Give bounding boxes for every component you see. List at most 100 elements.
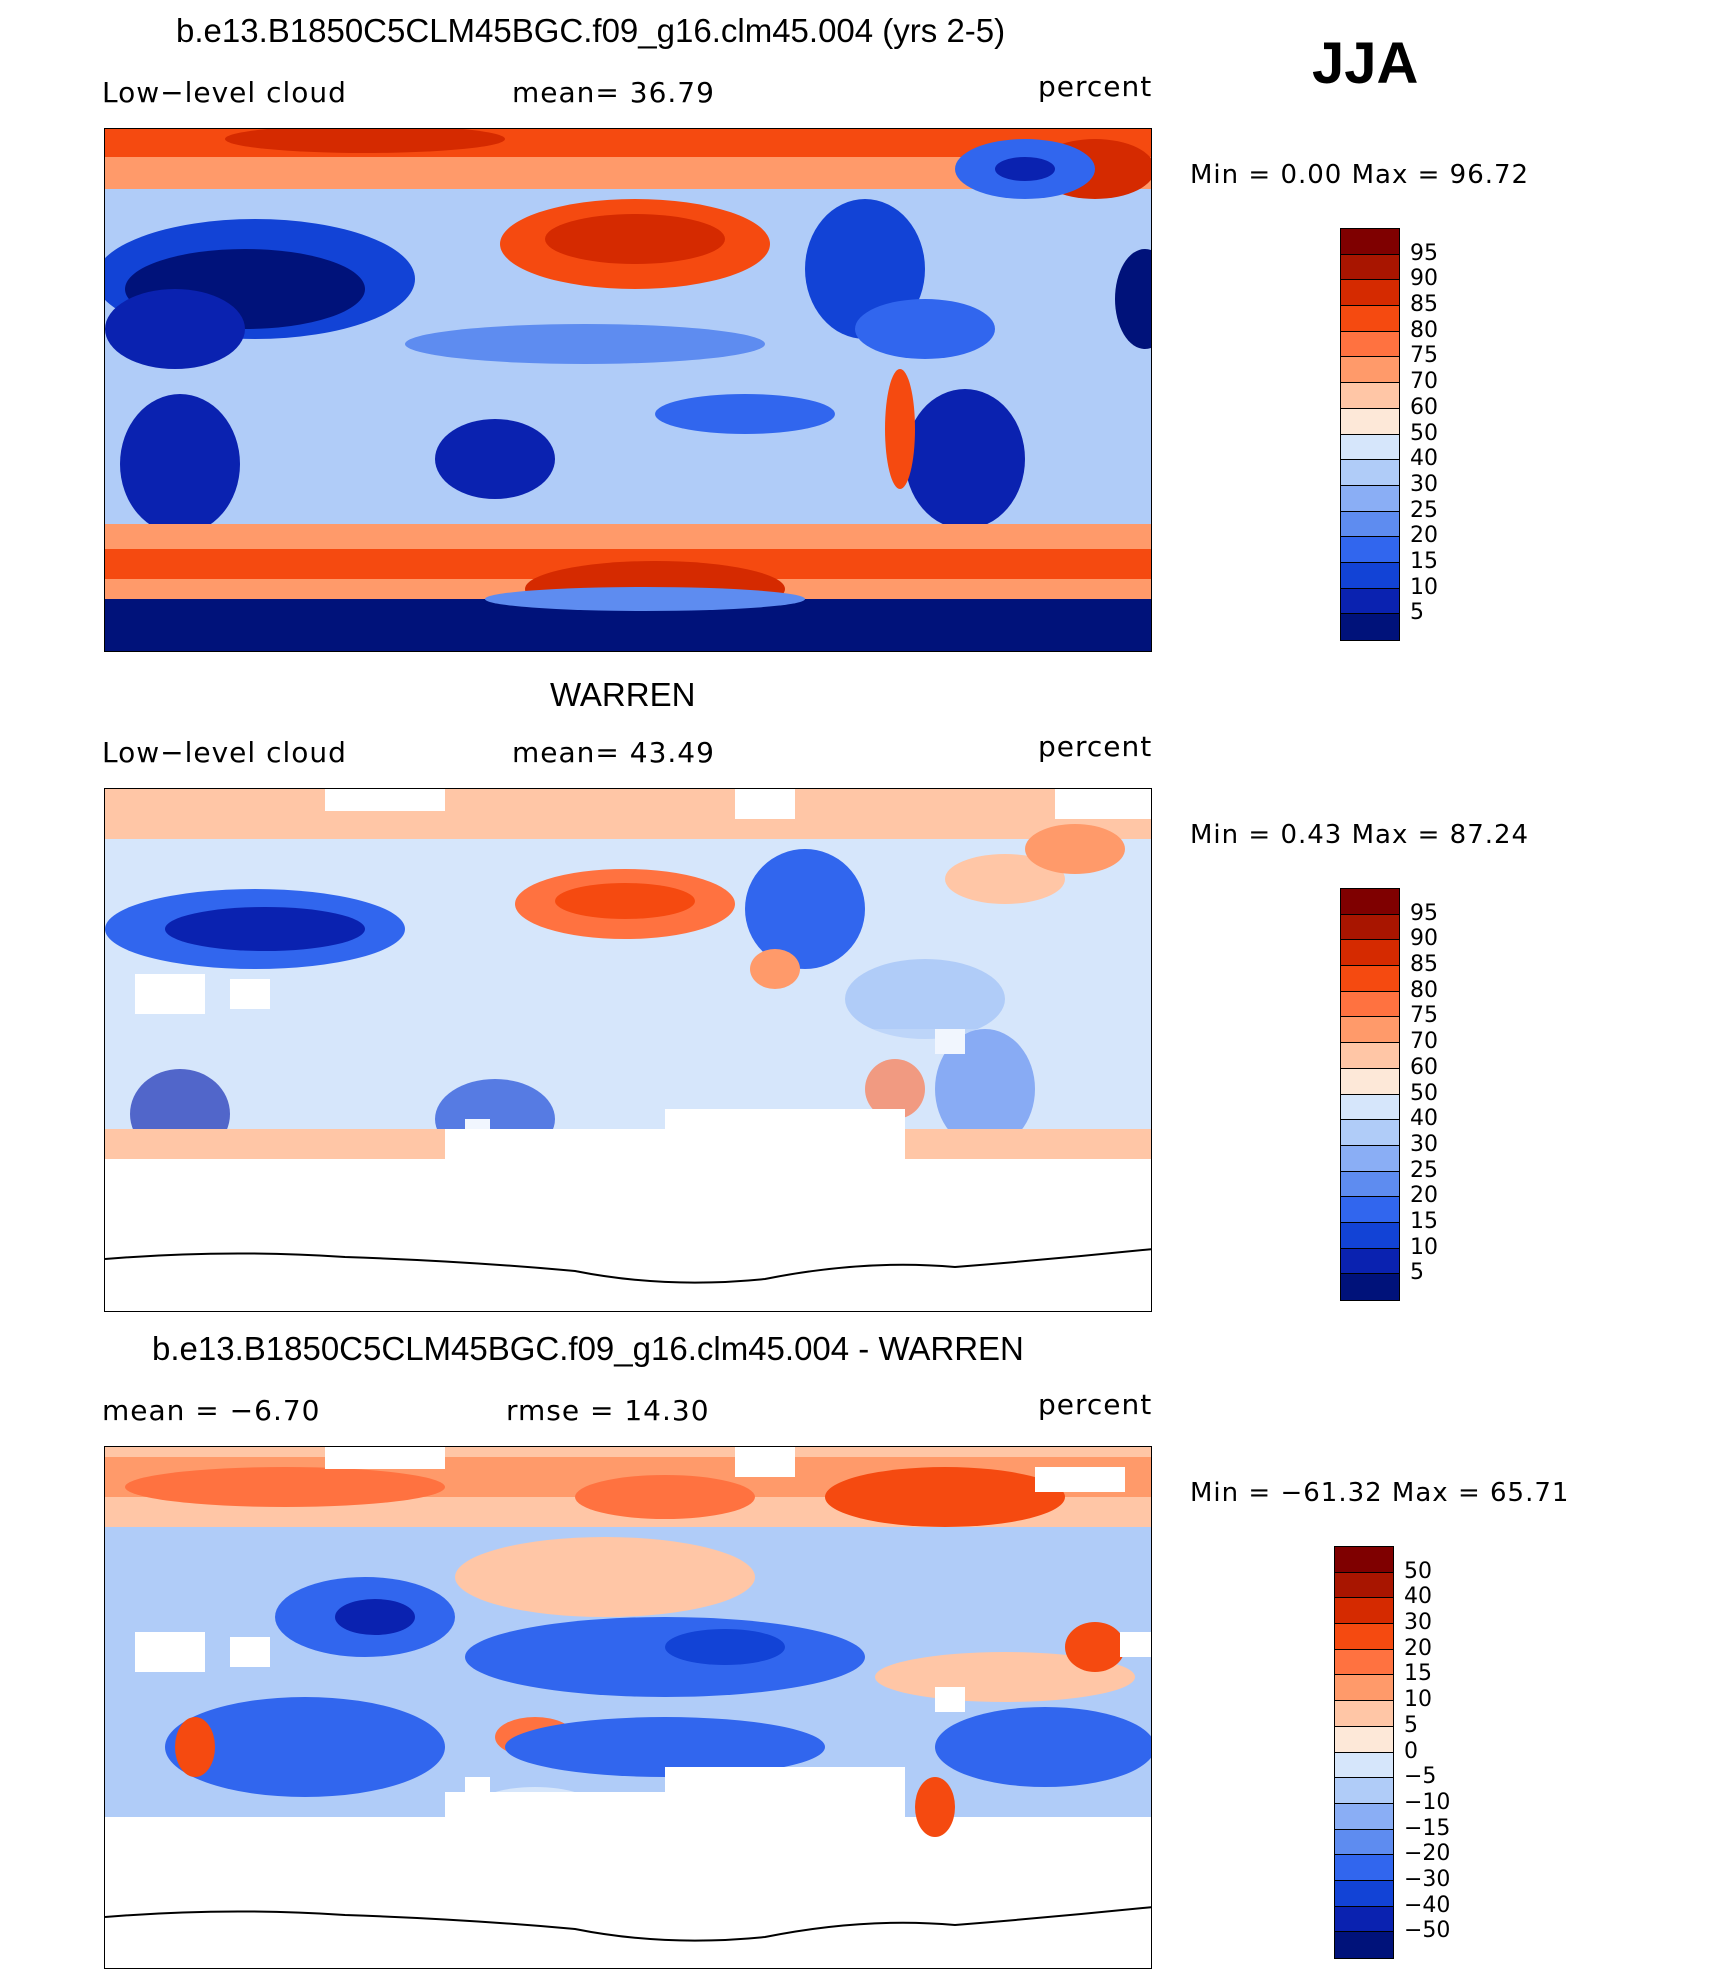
colorbar-label: 40 [1410,446,1438,472]
panel-label-model-variable: Low−level cloud [102,76,347,109]
colorbar-label: −30 [1404,1866,1451,1892]
colorbar-segment [1341,889,1399,915]
colorbar-diff [1334,1546,1394,1959]
colorbar-segment [1341,280,1399,307]
colorbar-label: −40 [1404,1892,1451,1918]
colorbar-segment [1341,460,1399,486]
colorbar-segment [1341,1222,1399,1249]
colorbar-segment [1341,254,1399,281]
colorbar-label: 15 [1404,1661,1432,1687]
colorbar-segment [1335,1649,1393,1676]
panel-label-obs-variable: Low−level cloud [102,736,347,769]
colorbar-segment [1335,1624,1393,1650]
colorbar-label: 15 [1410,548,1438,574]
panel-label-diff-rmse: rmse = 14.30 [506,1394,710,1427]
colorbar-segment [1341,1043,1399,1069]
colorbar-segment [1335,1880,1393,1907]
colorbar-label: 70 [1410,1029,1438,1055]
colorbar-label: −20 [1404,1841,1451,1867]
colorbar-label: 5 [1410,600,1424,626]
colorbar-label: 50 [1410,420,1438,446]
colorbar-label: 50 [1404,1558,1432,1584]
panel-title-obs: WARREN [550,676,696,713]
map-obs [104,788,1152,1312]
minmax-diff: Min = −61.32 Max = 65.71 [1190,1478,1570,1508]
colorbar-segment [1341,306,1399,332]
colorbar-segment [1335,1855,1393,1881]
colorbar-label: 75 [1410,343,1438,369]
colorbar-label: 10 [1410,574,1438,600]
colorbar-obs [1340,888,1400,1301]
colorbar-segment [1341,511,1399,538]
colorbar-label: 70 [1410,369,1438,395]
colorbar-segment [1341,229,1399,255]
panel-title-model: b.e13.B1850C5CLM45BGC.f09_g16.clm45.004 … [176,12,1006,49]
panel-title-diff: b.e13.B1850C5CLM45BGC.f09_g16.clm45.004 … [152,1330,1024,1367]
colorbar-segment [1341,991,1399,1018]
colorbar-segment [1341,1248,1399,1275]
colorbar-segment [1341,331,1399,358]
colorbar-segment [1335,1675,1393,1702]
colorbar-segment [1335,1701,1393,1727]
colorbar-label: −15 [1404,1815,1451,1841]
colorbar-label: 30 [1410,1131,1438,1157]
colorbar-segment [1335,1598,1393,1625]
colorbar-label: 80 [1410,317,1438,343]
colorbar-label: 40 [1410,1106,1438,1132]
colorbar-label: 0 [1404,1738,1418,1764]
colorbar-segment [1341,537,1399,563]
colorbar-label: 30 [1410,471,1438,497]
colorbar-segment [1335,1572,1393,1599]
colorbar-segment [1341,383,1399,409]
panel-label-model-units: percent [1038,70,1153,103]
colorbar-segment [1341,914,1399,941]
panel-label-model-mean: mean= 36.79 [512,76,715,109]
colorbar-label: 50 [1410,1080,1438,1106]
colorbar-segment [1341,485,1399,512]
minmax-obs: Min = 0.43 Max = 87.24 [1190,820,1530,850]
colorbar-segment [1341,408,1399,435]
colorbar-segment [1341,966,1399,992]
colorbar-label: 25 [1410,1157,1438,1183]
colorbar-label: 95 [1410,900,1438,926]
colorbar-label: 90 [1410,926,1438,952]
colorbar-segment [1341,1197,1399,1223]
panel-label-diff-units: percent [1038,1388,1153,1421]
colorbar-label: 10 [1404,1687,1432,1713]
colorbar-label: 15 [1410,1208,1438,1234]
colorbar-label: 20 [1404,1635,1432,1661]
colorbar-segment [1341,562,1399,589]
colorbar-label: 75 [1410,1003,1438,1029]
panel-label-diff-mean: mean = −6.70 [102,1394,321,1427]
colorbar-segment [1335,1547,1393,1573]
colorbar-segment [1341,434,1399,461]
colorbar-label: 60 [1410,1054,1438,1080]
colorbar-segment [1335,1752,1393,1779]
colorbar-label: −50 [1404,1918,1451,1944]
colorbar-segment [1341,1274,1399,1300]
map-model [104,128,1152,652]
colorbar-label: 5 [1404,1712,1418,1738]
colorbar-label: 80 [1410,977,1438,1003]
colorbar-label: −5 [1404,1764,1437,1790]
colorbar-segment [1341,1145,1399,1172]
colorbar-label: 30 [1404,1610,1432,1636]
colorbar-label: 90 [1410,266,1438,292]
colorbar-segment [1335,1829,1393,1856]
colorbar-segment [1341,940,1399,967]
colorbar-label: 10 [1410,1234,1438,1260]
colorbar-label: −10 [1404,1789,1451,1815]
colorbar-segment [1341,1017,1399,1044]
colorbar-segment [1341,588,1399,615]
colorbar-label: 5 [1410,1260,1424,1286]
map-diff [104,1446,1152,1969]
colorbar-segment [1335,1778,1393,1804]
colorbar-label: 85 [1410,952,1438,978]
colorbar-label: 85 [1410,292,1438,318]
colorbar-segment [1335,1932,1393,1958]
colorbar-label: 20 [1410,1183,1438,1209]
colorbar-segment [1335,1726,1393,1753]
colorbar-model [1340,228,1400,641]
colorbar-segment [1341,1120,1399,1146]
colorbar-label: 95 [1410,240,1438,266]
